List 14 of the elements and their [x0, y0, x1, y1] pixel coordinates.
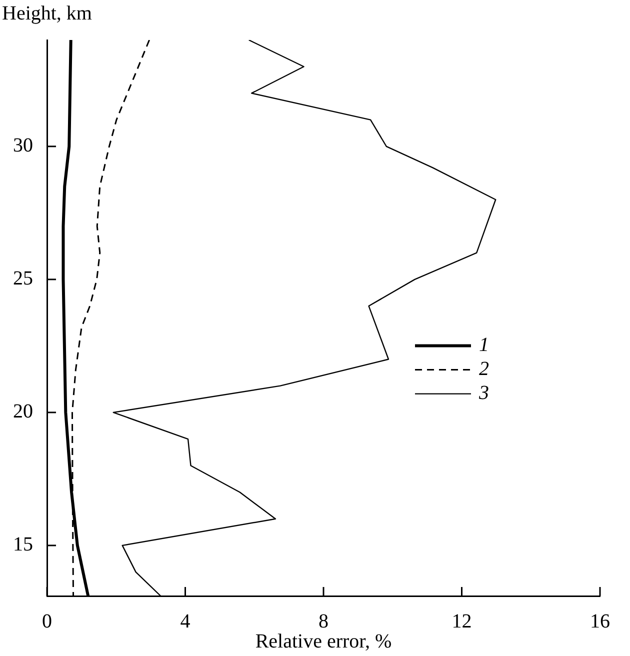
y-tick-label: 25	[13, 268, 33, 290]
x-tick-label: 12	[452, 610, 472, 632]
legend-label: 1	[479, 334, 489, 356]
legend-label: 3	[478, 382, 489, 404]
y-tick-label: 30	[13, 134, 33, 157]
x-tick-label: 0	[42, 610, 52, 632]
y-tick-label: 20	[13, 400, 33, 423]
y-axis-title: Height, km	[2, 2, 92, 24]
x-tick-label: 16	[590, 610, 610, 632]
legend-label: 2	[479, 358, 489, 380]
x-tick-label: 4	[180, 610, 190, 632]
y-tick-label: 15	[13, 534, 33, 556]
x-tick-label: 8	[318, 610, 328, 632]
x-axis-title: Relative error, %	[255, 630, 392, 652]
